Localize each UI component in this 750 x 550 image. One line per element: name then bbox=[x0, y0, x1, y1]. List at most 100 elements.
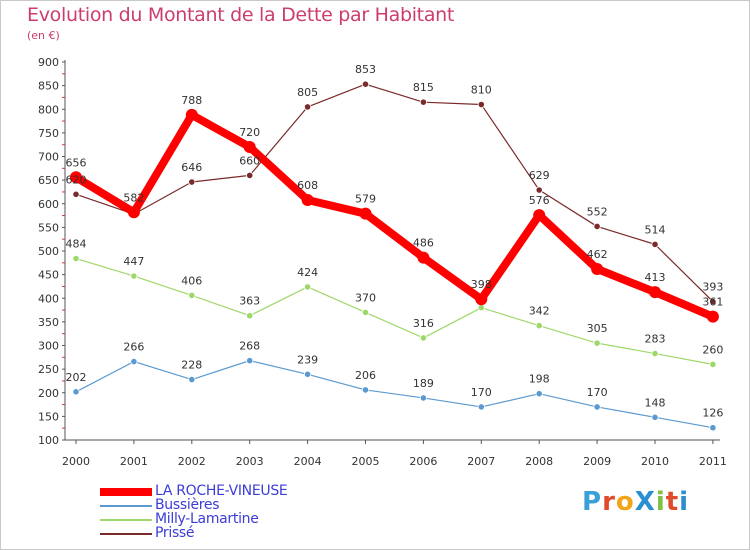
data-label-milly-lamartine: 370 bbox=[355, 291, 376, 304]
logo-letter: o bbox=[615, 487, 635, 517]
series-line-priss- bbox=[75, 83, 714, 303]
series-line-bussi-res bbox=[75, 360, 714, 429]
data-label-priss-: 660 bbox=[239, 154, 260, 167]
data-point-milly-lamartine bbox=[188, 291, 196, 300]
data-label-la-roche-vineuse: 361 bbox=[702, 296, 723, 309]
data-label-milly-lamartine: 316 bbox=[413, 317, 434, 330]
data-point-la-roche-vineuse bbox=[591, 262, 604, 275]
data-label-bussi-res: 126 bbox=[702, 407, 723, 420]
y-tick-label: 850 bbox=[38, 80, 59, 93]
data-label-priss-: 853 bbox=[355, 63, 376, 76]
data-label-bussi-res: 170 bbox=[587, 386, 608, 399]
data-label-bussi-res: 189 bbox=[413, 377, 434, 390]
proxiti-logo: ProXiti bbox=[582, 487, 689, 517]
data-point-bussi-res bbox=[361, 386, 370, 394]
data-label-bussi-res: 239 bbox=[297, 353, 318, 366]
legend-label: Bussières bbox=[155, 497, 220, 513]
data-label-la-roche-vineuse: 486 bbox=[413, 237, 434, 250]
data-point-priss- bbox=[535, 186, 543, 194]
x-tick-label: 2002 bbox=[178, 455, 206, 468]
data-point-bussi-res bbox=[477, 403, 485, 411]
y-tick-label: 350 bbox=[38, 316, 59, 329]
data-point-milly-lamartine bbox=[477, 304, 485, 312]
data-point-bussi-res bbox=[303, 370, 312, 378]
data-label-la-roche-vineuse: 720 bbox=[239, 126, 260, 139]
data-point-la-roche-vineuse bbox=[70, 171, 82, 184]
data-point-priss- bbox=[477, 100, 485, 109]
logo-letter: r bbox=[602, 487, 616, 517]
legend-swatch bbox=[100, 519, 152, 521]
data-label-priss-: 620 bbox=[66, 173, 87, 186]
data-label-priss-: 810 bbox=[471, 84, 492, 97]
x-tick-label: 2010 bbox=[641, 455, 669, 468]
x-tick-label: 2009 bbox=[583, 455, 611, 468]
data-label-bussi-res: 268 bbox=[239, 340, 260, 353]
y-tick-label: 750 bbox=[38, 127, 59, 140]
data-point-la-roche-vineuse bbox=[475, 293, 488, 306]
data-point-milly-lamartine bbox=[130, 272, 138, 280]
data-point-milly-lamartine bbox=[709, 360, 717, 368]
x-tick-label: 2006 bbox=[409, 455, 437, 468]
y-tick-label: 900 bbox=[38, 56, 59, 69]
x-tick-label: 2011 bbox=[699, 455, 727, 468]
unit-label: (en €) bbox=[27, 29, 60, 42]
data-label-milly-lamartine: 424 bbox=[297, 266, 318, 279]
data-point-priss- bbox=[303, 103, 312, 111]
data-label-la-roche-vineuse: 576 bbox=[529, 194, 550, 207]
data-label-milly-lamartine: 447 bbox=[123, 255, 144, 268]
data-point-bussi-res bbox=[72, 388, 80, 396]
data-label-la-roche-vineuse: 398 bbox=[471, 278, 492, 291]
legend-label: Milly-Lamartine bbox=[155, 511, 259, 527]
data-point-priss- bbox=[709, 297, 717, 306]
data-point-bussi-res bbox=[246, 357, 254, 365]
legend-label: Prissé bbox=[155, 525, 195, 541]
data-point-bussi-res bbox=[651, 413, 659, 421]
series-line-milly-lamartine bbox=[75, 257, 714, 365]
data-label-la-roche-vineuse: 413 bbox=[645, 271, 666, 284]
data-point-milly-lamartine bbox=[651, 349, 659, 358]
data-label-milly-lamartine: 305 bbox=[587, 322, 608, 335]
data-label-priss-: 552 bbox=[587, 205, 608, 218]
data-label-la-roche-vineuse: 462 bbox=[587, 248, 608, 261]
data-point-milly-lamartine bbox=[303, 283, 312, 291]
y-tick-label: 550 bbox=[38, 221, 59, 234]
logo-letter: X bbox=[634, 487, 656, 517]
series-line-la-roche-vineuse bbox=[72, 110, 717, 321]
data-point-bussi-res bbox=[535, 390, 543, 398]
data-point-milly-lamartine bbox=[535, 322, 543, 330]
legend-swatch bbox=[100, 533, 152, 535]
legend-swatch bbox=[100, 488, 152, 496]
data-label-priss-: 629 bbox=[529, 169, 550, 182]
data-point-la-roche-vineuse bbox=[243, 141, 256, 154]
data-label-priss-: 514 bbox=[645, 223, 666, 236]
data-point-milly-lamartine bbox=[593, 339, 601, 347]
x-tick-label: 2005 bbox=[352, 455, 380, 468]
y-tick-label: 450 bbox=[38, 269, 59, 282]
y-tick-label: 200 bbox=[38, 387, 59, 400]
y-tick-label: 150 bbox=[38, 410, 59, 423]
data-label-la-roche-vineuse: 656 bbox=[66, 156, 87, 169]
data-point-bussi-res bbox=[419, 394, 427, 402]
data-label-priss-: 393 bbox=[702, 281, 723, 294]
data-label-milly-lamartine: 342 bbox=[529, 305, 550, 318]
data-label-bussi-res: 170 bbox=[471, 386, 492, 399]
y-tick-label: 700 bbox=[38, 151, 59, 164]
data-label-milly-lamartine: 406 bbox=[181, 274, 202, 287]
y-tick-label: 250 bbox=[38, 363, 59, 376]
data-label-milly-lamartine: 260 bbox=[702, 343, 723, 356]
data-point-milly-lamartine bbox=[361, 308, 370, 317]
data-label-bussi-res: 266 bbox=[123, 341, 144, 354]
data-point-milly-lamartine bbox=[419, 334, 427, 342]
data-point-la-roche-vineuse bbox=[301, 193, 314, 206]
y-tick-label: 650 bbox=[38, 174, 59, 187]
y-tick-label: 600 bbox=[38, 198, 59, 211]
x-tick-label: 2000 bbox=[62, 455, 90, 468]
data-point-milly-lamartine bbox=[246, 312, 254, 320]
data-point-priss- bbox=[246, 171, 254, 179]
data-label-priss-: 805 bbox=[297, 86, 318, 99]
data-label-bussi-res: 148 bbox=[645, 396, 666, 409]
logo-letter: t bbox=[665, 487, 680, 517]
data-label-la-roche-vineuse: 582 bbox=[123, 191, 144, 204]
x-tick-label: 2007 bbox=[467, 455, 495, 468]
